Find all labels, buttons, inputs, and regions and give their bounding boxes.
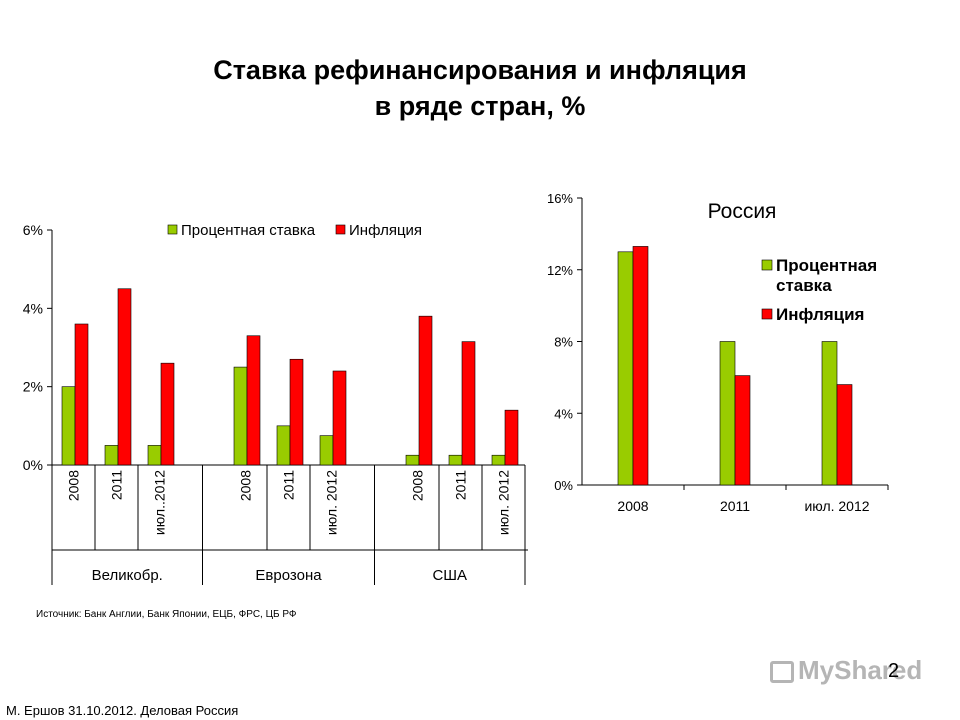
russia-bar-chart: 0% 4% 8% 12% 16% 2008 2011 июл. 2012 Россия Проце… (547, 191, 889, 514)
x-category-label: июл. 2012 (804, 498, 869, 514)
bar-inflation (117, 288, 132, 466)
bar-rate (719, 341, 736, 486)
bar-inflation (632, 246, 649, 486)
y-tick-label: 2% (23, 379, 43, 395)
bar-inflation (836, 384, 853, 486)
bar-rate (491, 454, 506, 466)
x-category-label: июл..2012 (152, 470, 168, 535)
bar-rate (821, 341, 838, 486)
bar-inflation (289, 358, 304, 466)
legend-label-rate: Процентная ставка (776, 256, 877, 295)
watermark-text: MyShared (798, 655, 923, 685)
bar-inflation (160, 362, 175, 466)
bar-inflation (74, 323, 89, 466)
bar-rate (276, 425, 291, 466)
legend-swatch-inflation (761, 308, 773, 320)
title-line-1: Ставка рефинансирования и инфляция (213, 55, 747, 85)
group-label: Великобр. (92, 567, 163, 584)
x-category-label: 2011 (109, 470, 125, 500)
chart-title: Россия (708, 200, 777, 223)
bar-inflation (332, 370, 347, 466)
legend-swatch-rate (167, 224, 178, 235)
y-tick-label: 16% (547, 191, 573, 206)
footer-credit: М. Ершов 31.10.2012. Деловая Россия (6, 703, 239, 718)
x-category-label: 2008 (238, 470, 254, 501)
slide-title: Ставка рефинансирования и инфляция в ряд… (0, 52, 960, 124)
bar-rate (61, 386, 76, 466)
watermark-logo: MyShared (770, 655, 922, 686)
y-tick-label: 12% (547, 263, 573, 278)
bar-rate (617, 251, 634, 486)
bar-rate (405, 454, 420, 466)
title-line-2: в ряде стран, % (374, 91, 586, 121)
x-category-label: 2011 (453, 470, 469, 500)
x-category-label: 2008 (617, 498, 648, 514)
legend-label-inflation: Инфляция (776, 305, 864, 324)
x-category-label: июл. 2012 (496, 470, 512, 535)
bar-inflation (461, 341, 476, 466)
bar-inflation (504, 409, 519, 466)
left-bar-chart: 0% 2% 4% 6% 2008 2011 июл..2012 Великобр. 2008 20… (23, 222, 528, 585)
watermark-icon (770, 661, 794, 683)
group-label: Еврозона (255, 567, 322, 584)
bar-rate (104, 445, 119, 466)
bar-inflation (418, 315, 433, 466)
y-tick-label: 4% (554, 406, 573, 421)
y-tick-label: 8% (554, 335, 573, 350)
legend-label-rate: Процентная ставка (181, 222, 316, 239)
y-tick-label: 6% (23, 222, 43, 238)
bar-inflation (734, 375, 751, 486)
x-category-label: 2008 (410, 470, 426, 501)
bar-rate (448, 454, 463, 466)
x-category-label: 2008 (66, 470, 82, 501)
legend-label-inflation: Инфляция (349, 222, 422, 239)
bar-rate (319, 435, 334, 466)
group-label: США (432, 567, 467, 584)
x-category-label: 2011 (281, 470, 297, 500)
source-note: Источник: Банк Англии, Банк Японии, ЕЦБ,… (36, 609, 297, 620)
legend-swatch-rate (761, 259, 773, 271)
x-category-label: 2011 (720, 498, 750, 514)
y-tick-label: 4% (23, 300, 43, 316)
x-category-label: июл. 2012 (324, 470, 340, 535)
y-tick-label: 0% (23, 457, 43, 473)
bar-inflation (246, 335, 261, 466)
bar-rate (233, 366, 248, 466)
y-tick-label: 0% (554, 478, 573, 493)
legend-swatch-inflation (335, 224, 346, 235)
bar-rate (147, 445, 162, 466)
legend-label-line: ставка (776, 276, 832, 295)
legend-label-line: Процентная (776, 256, 877, 275)
page-number: 2 (888, 660, 900, 682)
